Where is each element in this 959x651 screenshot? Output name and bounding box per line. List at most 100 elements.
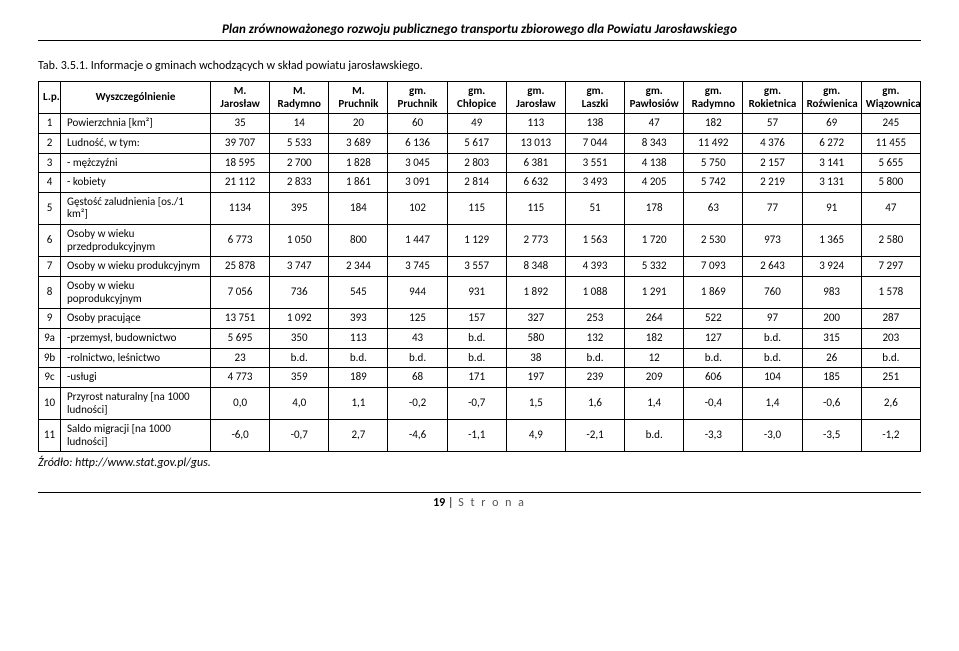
cell-value: 14 [270, 114, 329, 134]
cell-value: 6 632 [506, 173, 565, 193]
cell-value: 1 088 [565, 277, 624, 309]
cell-value: 5 750 [684, 153, 743, 173]
cell-value: 1 861 [329, 173, 388, 193]
table-row: 1Powierzchnia [km²]351420604911313847182… [39, 114, 921, 134]
cell-value: 245 [861, 114, 920, 134]
cell-value: 1 578 [861, 277, 920, 309]
cell-value: -1,2 [861, 420, 920, 452]
cell-value: 2 833 [270, 173, 329, 193]
cell-value: 182 [625, 328, 684, 348]
table-row: 9Osoby pracujące13 7511 0923931251573272… [39, 309, 921, 329]
cell-lp: 4 [39, 173, 61, 193]
cell-value: 125 [388, 309, 447, 329]
cell-value: 127 [684, 328, 743, 348]
cell-value: 1 869 [684, 277, 743, 309]
cell-value: b.d. [684, 348, 743, 368]
cell-value: 4 138 [625, 153, 684, 173]
cell-value: 132 [565, 328, 624, 348]
table-row: 9a-przemysł, budownictwo5 69535011343b.d… [39, 328, 921, 348]
cell-value: 1,1 [329, 387, 388, 419]
cell-value: 6 381 [506, 153, 565, 173]
cell-value: 4 393 [565, 257, 624, 277]
cell-value: 2 580 [861, 225, 920, 257]
cell-value: 5 655 [861, 153, 920, 173]
cell-value: 1 447 [388, 225, 447, 257]
page-footer: 19 | S t r o n a [38, 492, 921, 510]
cell-value: -3,0 [743, 420, 802, 452]
cell-value: 1,6 [565, 387, 624, 419]
cell-label: -przemysł, budownictwo [61, 328, 211, 348]
header-col: gm.Pawłosiów [625, 82, 684, 114]
cell-value: 68 [388, 368, 447, 388]
cell-value: 2 344 [329, 257, 388, 277]
cell-value: 11 455 [861, 133, 920, 153]
cell-value: 251 [861, 368, 920, 388]
cell-value: b.d. [861, 348, 920, 368]
cell-value: 113 [506, 114, 565, 134]
cell-value: 8 343 [625, 133, 684, 153]
cell-value: 2,7 [329, 420, 388, 452]
cell-label: - kobiety [61, 173, 211, 193]
cell-value: 5 695 [211, 328, 270, 348]
cell-value: b.d. [565, 348, 624, 368]
table-row: 9b-rolnictwo, leśnictwo23b.d.b.d.b.d.b.d… [39, 348, 921, 368]
cell-value: 3 493 [565, 173, 624, 193]
cell-value: 1 365 [802, 225, 861, 257]
cell-value: -6,0 [211, 420, 270, 452]
cell-label: Powierzchnia [km²] [61, 114, 211, 134]
cell-value: 606 [684, 368, 743, 388]
cell-value: 2 773 [506, 225, 565, 257]
cell-value: 1 092 [270, 309, 329, 329]
cell-value: 1,5 [506, 387, 565, 419]
cell-value: 2 157 [743, 153, 802, 173]
cell-value: 2 219 [743, 173, 802, 193]
cell-lp: 5 [39, 192, 61, 224]
cell-value: 1,4 [625, 387, 684, 419]
table-caption: Tab. 3.5.1. Informacje o gminach wchodzą… [38, 59, 921, 73]
table-row: 11Saldo migracji [na 1000 ludności]-6,0-… [39, 420, 921, 452]
cell-value: 1 828 [329, 153, 388, 173]
table-row: 6Osoby w wieku przedprodukcyjnym6 7731 0… [39, 225, 921, 257]
table-row: 9c-usługi4 77335918968171197239209606104… [39, 368, 921, 388]
cell-value: -0,2 [388, 387, 447, 419]
cell-value: 253 [565, 309, 624, 329]
cell-value: 51 [565, 192, 624, 224]
table-row: 3- mężczyźni18 5952 7001 8283 0452 8036 … [39, 153, 921, 173]
cell-lp: 11 [39, 420, 61, 452]
cell-value: 522 [684, 309, 743, 329]
cell-value: 2 643 [743, 257, 802, 277]
cell-value: 138 [565, 114, 624, 134]
cell-label: Osoby w wieku przedprodukcyjnym [61, 225, 211, 257]
cell-value: 189 [329, 368, 388, 388]
cell-value: 2,6 [861, 387, 920, 419]
cell-value: 350 [270, 328, 329, 348]
cell-value: 4,9 [506, 420, 565, 452]
cell-value: 1 291 [625, 277, 684, 309]
cell-value: 12 [625, 348, 684, 368]
cell-lp: 10 [39, 387, 61, 419]
cell-value: 43 [388, 328, 447, 348]
cell-value: 4 205 [625, 173, 684, 193]
header-col: gm.Laszki [565, 82, 624, 114]
cell-value: 5 742 [684, 173, 743, 193]
cell-value: 77 [743, 192, 802, 224]
cell-value: 3 747 [270, 257, 329, 277]
cell-value: 182 [684, 114, 743, 134]
cell-value: 97 [743, 309, 802, 329]
cell-value: 264 [625, 309, 684, 329]
cell-value: 545 [329, 277, 388, 309]
cell-value: 1 050 [270, 225, 329, 257]
table-row: 2Ludność, w tym:39 7075 5333 6896 1365 6… [39, 133, 921, 153]
cell-value: -1,1 [447, 420, 506, 452]
cell-value: 5 617 [447, 133, 506, 153]
cell-value: 1 129 [447, 225, 506, 257]
header-col: gm.Roźwienica [802, 82, 861, 114]
cell-value: 13 013 [506, 133, 565, 153]
cell-value: -0,7 [447, 387, 506, 419]
cell-value: -0,7 [270, 420, 329, 452]
header-col: gm.Rokietnica [743, 82, 802, 114]
cell-value: 18 595 [211, 153, 270, 173]
cell-value: 11 492 [684, 133, 743, 153]
cell-lp: 9b [39, 348, 61, 368]
page-number: 19 [433, 496, 445, 510]
